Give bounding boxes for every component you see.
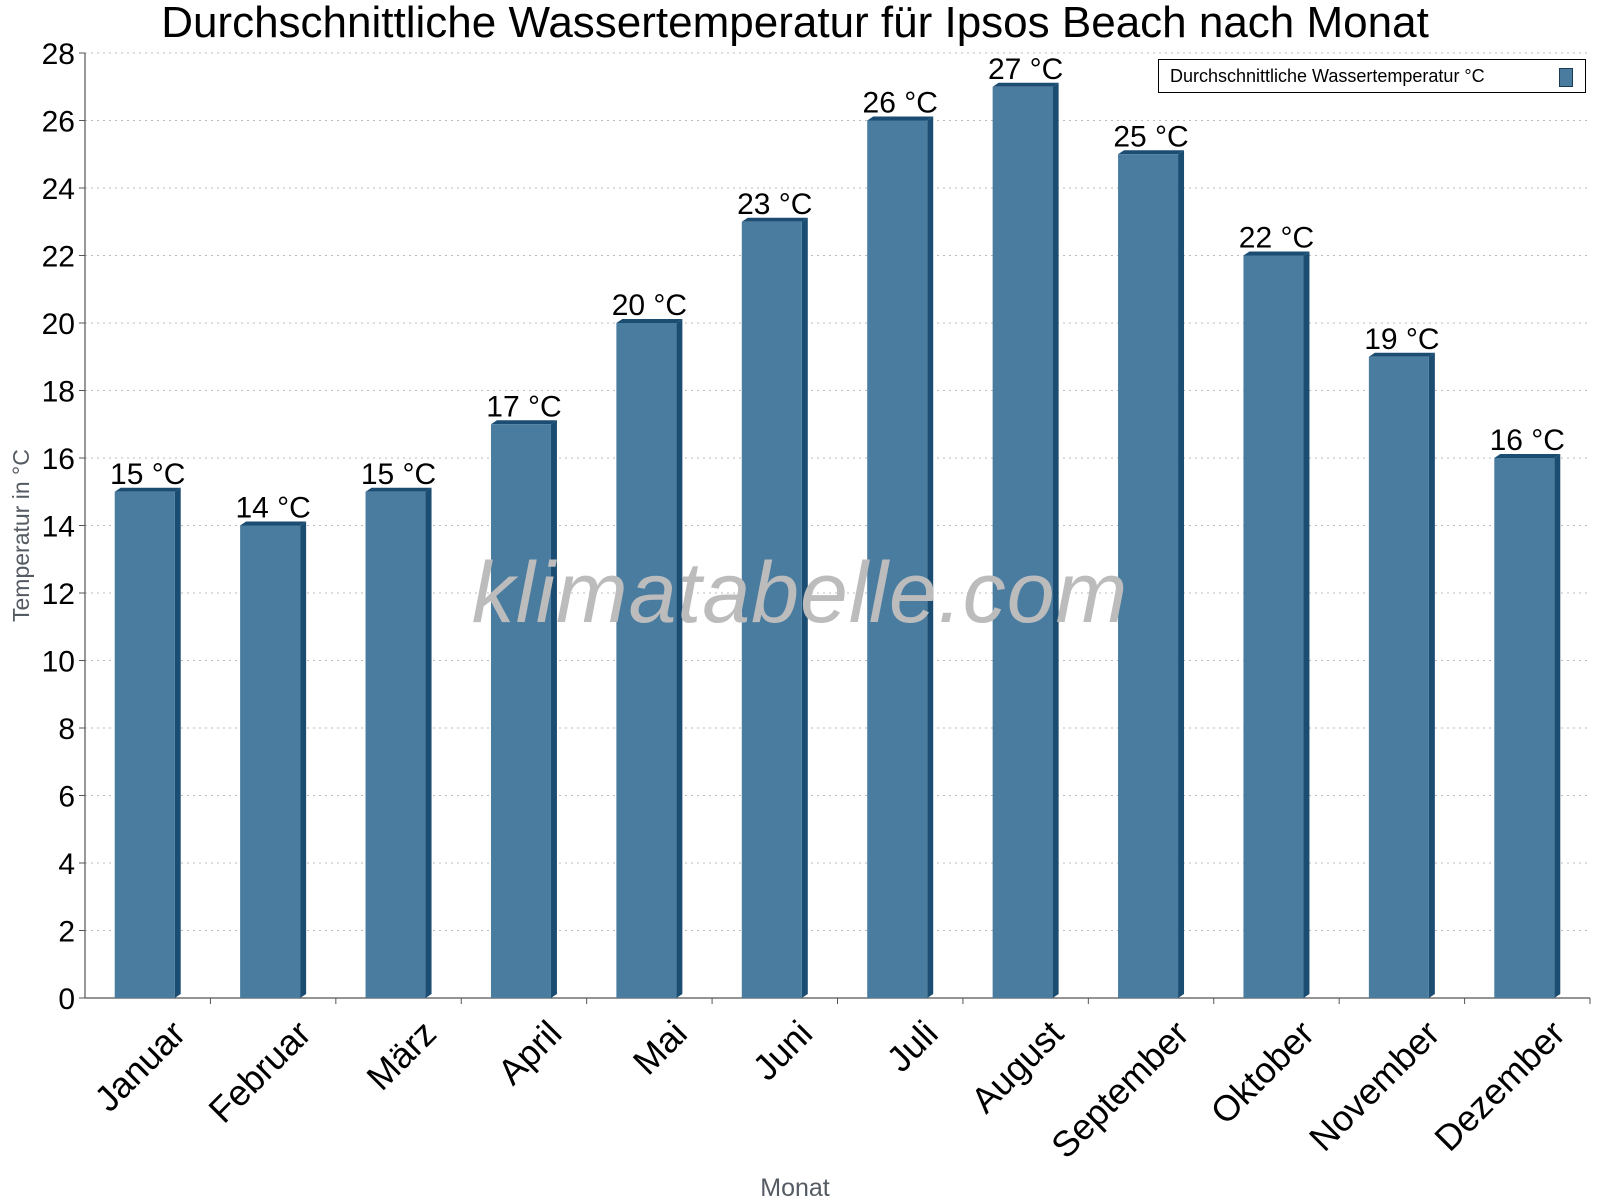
y-tick-label: 8 — [58, 713, 75, 746]
x-tick-label: Juli — [878, 1012, 945, 1079]
bar — [114, 491, 175, 998]
bar-side — [550, 420, 557, 998]
x-tick-label: Januar — [86, 1012, 193, 1119]
x-axis-title: Monat — [760, 1174, 830, 1202]
bar-top — [741, 217, 808, 222]
bar — [1494, 458, 1555, 998]
bar-top — [114, 487, 181, 492]
y-tick-label: 4 — [58, 848, 75, 881]
bar-side — [801, 217, 808, 998]
bar-top — [1118, 150, 1185, 155]
x-tick-label: Oktober — [1202, 1012, 1322, 1132]
bar-top — [867, 116, 934, 121]
bar-side — [1052, 82, 1059, 998]
data-label: 16 °C — [1490, 424, 1565, 457]
bar-top — [616, 319, 683, 323]
y-tick-label: 2 — [58, 916, 75, 949]
chart-title: Durchschnittliche Wassertemperatur für I… — [161, 0, 1429, 47]
y-tick-label: 0 — [58, 983, 75, 1016]
data-label: 20 °C — [612, 289, 687, 322]
data-label: 25 °C — [1113, 120, 1188, 153]
bar-side — [300, 521, 307, 998]
bar-top — [1243, 251, 1310, 256]
y-tick-label: 24 — [42, 173, 75, 206]
bar-side — [927, 116, 934, 998]
x-tick-label: November — [1301, 1012, 1447, 1158]
data-label: 15 °C — [361, 458, 436, 491]
bar-top — [490, 420, 557, 425]
x-tick-label: August — [963, 1012, 1071, 1120]
bar-top — [1368, 352, 1435, 357]
x-tick-label: Juni — [745, 1012, 821, 1088]
x-tick-label: Mai — [625, 1012, 695, 1082]
bar — [616, 323, 677, 998]
bar-side — [676, 319, 683, 998]
bar-side — [1554, 454, 1561, 998]
y-tick-label: 26 — [42, 106, 75, 139]
bar-top — [1494, 454, 1561, 458]
x-tick-label: September — [1043, 1012, 1197, 1166]
bar — [1368, 356, 1429, 998]
bar-top — [992, 82, 1059, 87]
data-label: 15 °C — [110, 458, 185, 491]
x-tick-label: März — [358, 1012, 444, 1098]
data-label: 22 °C — [1239, 222, 1314, 255]
bar — [490, 424, 551, 998]
bar — [240, 525, 301, 998]
data-label: 14 °C — [235, 492, 310, 525]
bar — [867, 120, 928, 998]
bar-side — [1428, 352, 1435, 998]
bar — [365, 491, 426, 998]
data-label: 17 °C — [486, 390, 561, 423]
bar — [741, 221, 802, 998]
y-tick-label: 10 — [42, 646, 75, 679]
legend-swatch — [1559, 68, 1573, 87]
x-tick-label: April — [490, 1012, 570, 1092]
y-tick-label: 18 — [42, 376, 75, 409]
data-label: 19 °C — [1364, 323, 1439, 356]
y-tick-label: 12 — [42, 578, 75, 611]
y-tick-label: 14 — [42, 511, 75, 544]
legend: Durchschnittliche Wassertemperatur °C — [1158, 59, 1586, 93]
bar-top — [365, 487, 432, 492]
bar — [1118, 154, 1179, 998]
bar-side — [1178, 150, 1185, 998]
bar-top — [240, 521, 307, 526]
bar-side — [174, 487, 181, 998]
legend-label: Durchschnittliche Wassertemperatur °C — [1170, 66, 1485, 86]
y-tick-label: 16 — [42, 443, 75, 476]
bar — [1243, 255, 1304, 998]
y-tick-label: 6 — [58, 781, 75, 814]
data-label: 23 °C — [737, 188, 812, 221]
y-tick-label: 20 — [42, 308, 75, 341]
watermark: klimatabelle.com — [471, 545, 1129, 641]
y-tick-label: 28 — [42, 38, 75, 71]
bar-side — [1303, 251, 1310, 998]
x-tick-label: Dezember — [1426, 1012, 1572, 1158]
bar-side — [425, 487, 432, 998]
data-label: 26 °C — [863, 87, 938, 120]
x-tick-label: Februar — [200, 1012, 318, 1130]
y-tick-label: 22 — [42, 241, 75, 274]
data-label: 27 °C — [988, 53, 1063, 86]
bar — [992, 86, 1053, 998]
